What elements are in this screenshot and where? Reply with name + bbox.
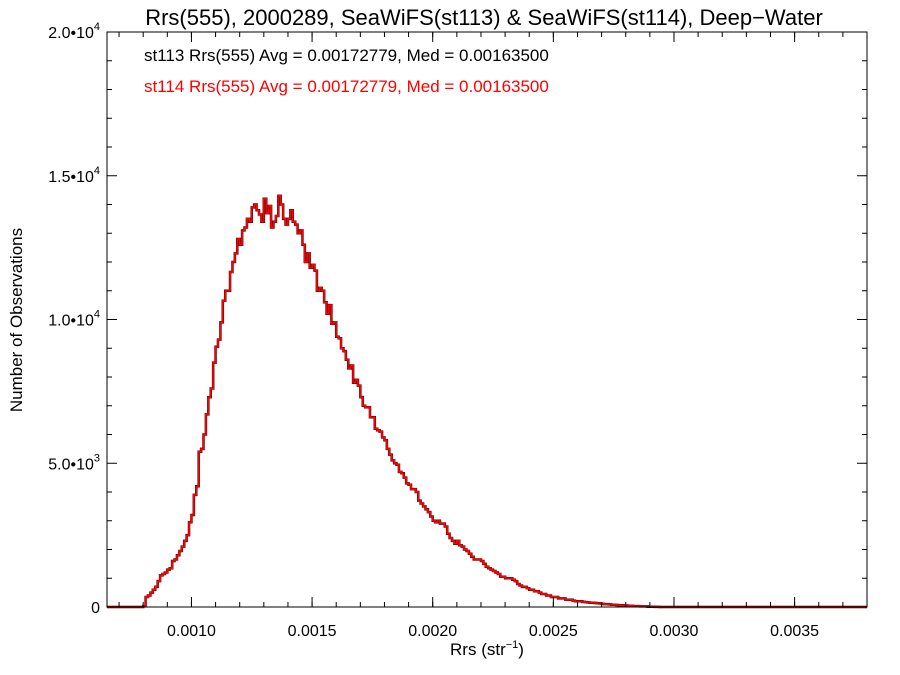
y-tick-label: 1.5•104: [48, 165, 100, 186]
plot-frame: [106, 31, 868, 608]
annotation-st113: st113 Rrs(555) Avg = 0.00172779, Med = 0…: [144, 46, 549, 65]
y-axis: 0 5.0•103 1.0•104 1.5•104 2.0•104: [48, 21, 867, 617]
histogram-series-1: [107, 194, 867, 608]
y-tick-label: 0: [91, 600, 100, 617]
x-axis-label-base: Rrs (str: [450, 640, 506, 659]
series-layer: [107, 194, 867, 609]
x-tick-label: 0.0020: [408, 623, 457, 640]
histogram-series-0: [107, 194, 867, 609]
x-axis-label-sup: −1: [506, 639, 519, 651]
y-tick-label: 5.0•103: [48, 452, 100, 473]
x-tick-label: 0.0025: [529, 623, 578, 640]
y-tick-label: 1.0•104: [48, 309, 100, 330]
y-tick-label: 2.0•104: [48, 21, 100, 42]
x-tick-label: 0.0015: [288, 623, 337, 640]
x-tick-label: 0.0010: [167, 623, 216, 640]
annotations: st113 Rrs(555) Avg = 0.00172779, Med = 0…: [144, 46, 549, 96]
x-axis-label: Rrs (str−1): [450, 639, 524, 659]
x-tick-label: 0.0035: [770, 623, 819, 640]
x-axis-label-tail: ): [518, 640, 524, 659]
y-axis-label: Number of Observations: [7, 228, 26, 412]
x-axis: 0.0010 0.0015 0.0020 0.0025 0.0030 0.0035: [118, 32, 868, 640]
x-tick-label: 0.0030: [650, 623, 699, 640]
annotation-st114: st114 Rrs(555) Avg = 0.00172779, Med = 0…: [144, 77, 549, 96]
chart-title: Rrs(555), 2000289, SeaWiFS(st113) & SeaW…: [145, 5, 823, 30]
